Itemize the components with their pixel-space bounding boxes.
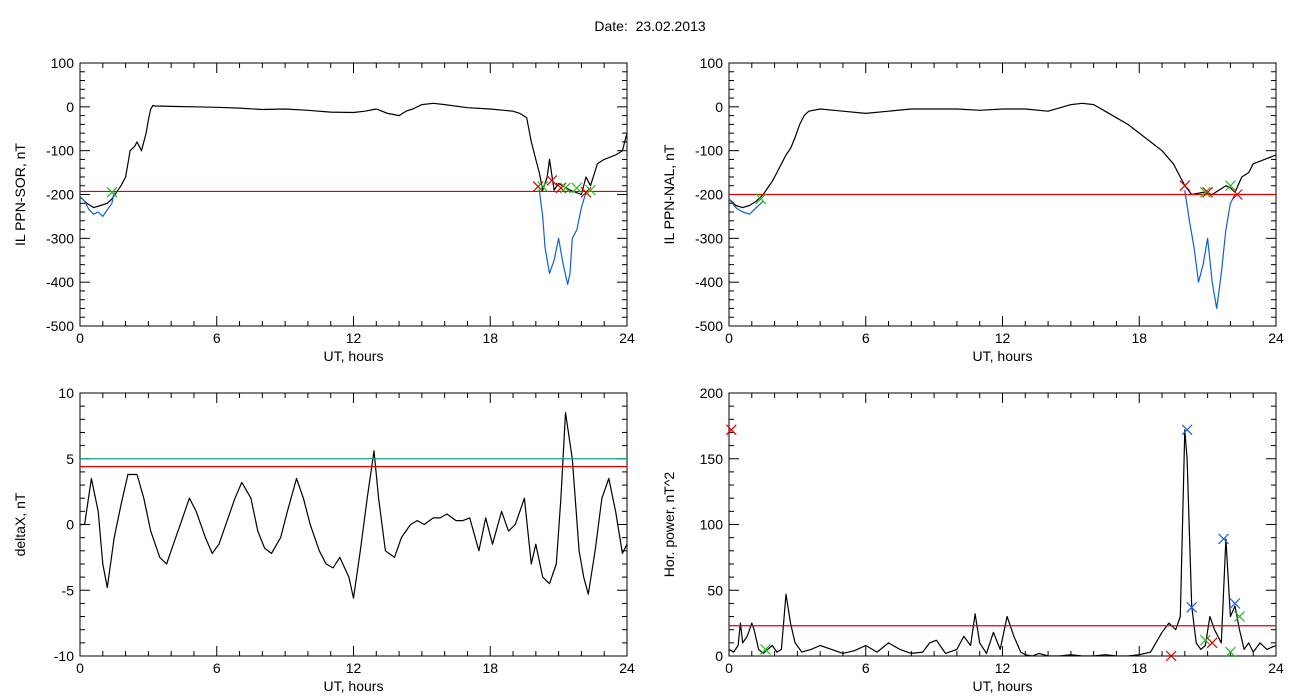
x-tick-label: 12 bbox=[346, 330, 362, 346]
highlight-series-line bbox=[1184, 190, 1236, 310]
y-tick-label: -300 bbox=[695, 230, 723, 246]
x-tick-label: 24 bbox=[619, 330, 635, 346]
x-tick-label: 12 bbox=[346, 660, 362, 676]
x-axis-label: UT, hours bbox=[324, 678, 384, 694]
y-tick-label: -400 bbox=[46, 274, 74, 290]
x-tick-label: 12 bbox=[995, 660, 1011, 676]
x-axis-label: UT, hours bbox=[973, 678, 1033, 694]
y-tick-label: 100 bbox=[51, 55, 75, 71]
y-tick-label: 150 bbox=[700, 451, 724, 467]
y-tick-label: 5 bbox=[66, 451, 74, 467]
x-tick-label: 6 bbox=[213, 330, 221, 346]
plot-frame bbox=[79, 62, 628, 327]
event-marker bbox=[555, 182, 567, 194]
event-marker bbox=[1218, 533, 1230, 545]
x-axis-label: UT, hours bbox=[324, 348, 384, 364]
event-marker bbox=[1181, 424, 1193, 436]
y-tick-label: -200 bbox=[46, 187, 74, 203]
event-marker bbox=[585, 184, 596, 196]
event-marker bbox=[755, 193, 767, 205]
x-tick-label: 0 bbox=[725, 660, 733, 676]
y-tick-label: -5 bbox=[62, 582, 75, 598]
y-tick-label: 50 bbox=[707, 582, 723, 598]
event-marker bbox=[560, 182, 571, 194]
event-marker bbox=[1179, 180, 1191, 192]
x-tick-label: 0 bbox=[76, 330, 84, 346]
y-tick-label: -10 bbox=[54, 648, 74, 664]
panel-il-ppn-sor: 0 6 12 18 24 -500 -400 -300 -200 -100 0 100 UT, hour… bbox=[12, 55, 635, 364]
x-tick-label: 6 bbox=[213, 660, 221, 676]
x-tick-label: 24 bbox=[1268, 330, 1284, 346]
panel-hor-power: 0 6 12 18 24 0 50 100 150 200 UT, hours Hor. power,… bbox=[661, 385, 1284, 694]
y-tick-label: -200 bbox=[695, 187, 723, 203]
event-marker bbox=[1224, 180, 1236, 192]
event-marker bbox=[1202, 186, 1214, 198]
series-line bbox=[80, 102, 627, 209]
plot-area bbox=[729, 102, 1276, 310]
event-marker bbox=[1199, 186, 1211, 198]
x-tick-label: 0 bbox=[76, 660, 84, 676]
event-marker bbox=[532, 181, 544, 193]
x-tick-label: 18 bbox=[482, 330, 498, 346]
y-tick-label: -400 bbox=[695, 274, 723, 290]
y-tick-label: -300 bbox=[46, 230, 74, 246]
plot-frame bbox=[728, 392, 1277, 657]
event-marker bbox=[571, 182, 583, 194]
y-tick-label: -100 bbox=[695, 143, 723, 159]
event-marker bbox=[1199, 634, 1211, 646]
event-marker bbox=[760, 644, 771, 655]
x-tick-label: 18 bbox=[1131, 330, 1147, 346]
event-marker bbox=[1231, 189, 1243, 200]
x-tick-label: 6 bbox=[862, 660, 870, 676]
y-tick-label: -100 bbox=[46, 143, 74, 159]
x-tick-label: 24 bbox=[619, 660, 635, 676]
event-marker bbox=[106, 186, 118, 198]
highlight-series-line bbox=[80, 192, 115, 217]
y-tick-label: -500 bbox=[46, 318, 74, 334]
x-tick-label: 18 bbox=[482, 660, 498, 676]
highlight-series-line bbox=[538, 190, 587, 285]
plot-frame bbox=[79, 392, 628, 657]
x-tick-label: 12 bbox=[995, 330, 1011, 346]
plot-area bbox=[80, 102, 627, 285]
event-marker bbox=[1165, 650, 1177, 662]
y-axis-label: Hor. power, nT^2 bbox=[661, 472, 677, 578]
y-axis-label: IL PPN-SOR, nT bbox=[12, 143, 28, 246]
y-tick-label: 100 bbox=[700, 517, 724, 533]
x-tick-label: 24 bbox=[1268, 660, 1284, 676]
x-tick-label: 0 bbox=[725, 330, 733, 346]
x-tick-label: 18 bbox=[1131, 660, 1147, 676]
y-axis-label: IL PPN-NAL, nT bbox=[661, 144, 677, 244]
page-title: Date: 23.02.2013 bbox=[594, 18, 706, 34]
event-marker bbox=[725, 424, 737, 436]
event-marker bbox=[546, 175, 558, 186]
x-tick-label: 6 bbox=[862, 330, 870, 346]
event-marker bbox=[1234, 611, 1245, 622]
y-tick-label: -500 bbox=[695, 318, 723, 334]
panel-il-ppn-nal: 0 6 12 18 24 -500 -400 -300 -200 -100 0 100 UT, hour… bbox=[661, 55, 1284, 364]
series-line bbox=[729, 429, 1276, 656]
event-marker bbox=[1224, 646, 1236, 658]
event-marker bbox=[537, 181, 549, 193]
event-marker bbox=[1206, 637, 1218, 649]
y-tick-label: 200 bbox=[700, 385, 724, 401]
series-line bbox=[80, 412, 627, 599]
y-tick-label: 100 bbox=[700, 55, 724, 71]
plot-area bbox=[729, 429, 1276, 656]
highlight-series-line bbox=[729, 198, 764, 215]
y-tick-label: 0 bbox=[715, 648, 723, 664]
y-tick-label: 0 bbox=[715, 99, 723, 115]
x-axis-label: UT, hours bbox=[973, 348, 1033, 364]
y-tick-label: 0 bbox=[66, 517, 74, 533]
series-line bbox=[729, 102, 1276, 209]
plot-area bbox=[80, 412, 627, 599]
y-axis-label: deltaX, nT bbox=[12, 492, 28, 556]
event-marker bbox=[1186, 601, 1198, 613]
y-tick-label: 0 bbox=[66, 99, 74, 115]
y-tick-label: 10 bbox=[58, 385, 74, 401]
panel-deltax: 0 6 12 18 24 -10 -5 0 5 10 UT, hours deltaX, nT bbox=[12, 385, 635, 694]
event-marker bbox=[1229, 597, 1241, 609]
